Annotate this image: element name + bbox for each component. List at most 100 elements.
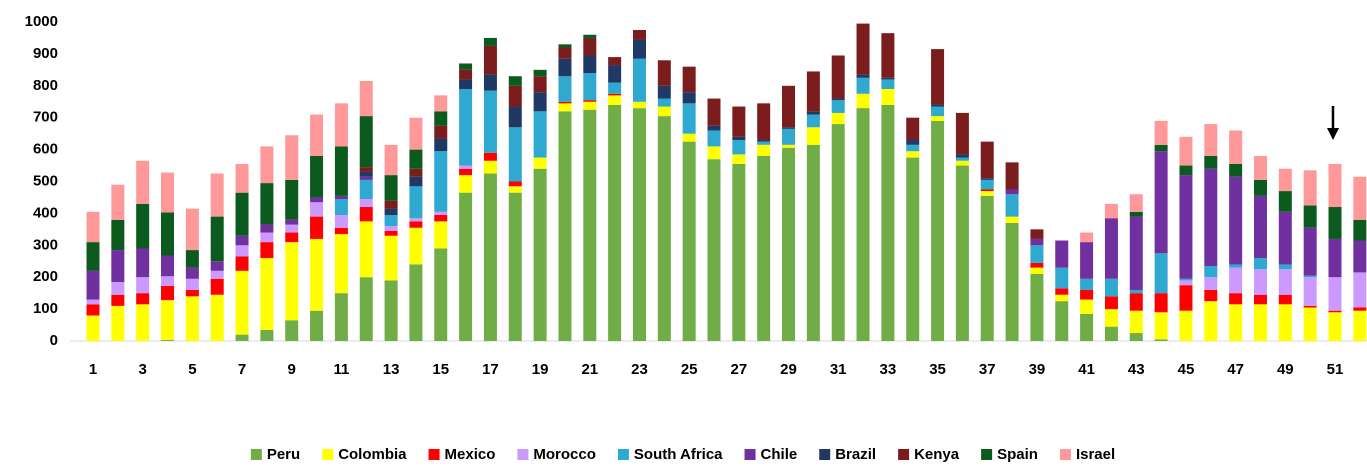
bar-segment	[508, 192, 522, 341]
bar-segment	[161, 285, 175, 301]
bar-segment	[583, 109, 597, 341]
bar-segment	[1253, 304, 1267, 341]
x-tick-label: 19	[532, 361, 549, 378]
bar-segment	[1328, 277, 1342, 311]
bar-segment	[1328, 207, 1342, 239]
bar-segment	[881, 88, 895, 105]
bar-segment	[1154, 312, 1168, 340]
bar-segment	[707, 98, 721, 126]
bar-segment	[1080, 313, 1094, 341]
bar-segment	[1179, 280, 1193, 286]
bar-segment	[806, 144, 820, 341]
bar-segment	[980, 179, 994, 190]
bar-segment	[1328, 310, 1342, 313]
bar-segment	[359, 171, 373, 177]
bar-segment	[533, 92, 547, 112]
bar-segment	[558, 44, 572, 48]
bar-segment	[1328, 163, 1342, 208]
bar-segment	[831, 112, 845, 125]
legend-swatch	[517, 449, 529, 460]
bar-segment	[359, 81, 373, 117]
bar-segment	[260, 232, 274, 243]
bar-segment	[1005, 162, 1019, 190]
bar-segment	[682, 103, 696, 134]
legend-label: Colombia	[338, 446, 407, 463]
bar-segment	[1129, 310, 1143, 334]
bar-segment	[136, 248, 150, 278]
arrow-head	[1327, 128, 1339, 140]
bar-segment	[434, 95, 448, 112]
bar-segment	[1154, 151, 1168, 254]
bar-segment	[931, 120, 945, 341]
bar-segment	[732, 106, 746, 137]
bar-segment	[86, 242, 100, 271]
bar-segment	[409, 186, 423, 219]
bar-segment	[1104, 278, 1118, 297]
bar-segment	[359, 207, 373, 222]
bar-segment	[831, 55, 845, 99]
bar-segment	[906, 140, 920, 145]
bar-segment	[1303, 275, 1317, 278]
bar-segment	[782, 128, 796, 145]
bar-segment	[1253, 179, 1267, 196]
bar-segment	[161, 172, 175, 213]
bar-segment	[757, 140, 771, 142]
bar-segment	[1204, 277, 1218, 290]
bar-segment	[235, 334, 249, 341]
bar-segment	[384, 230, 398, 236]
bar-segment	[1253, 195, 1267, 259]
bar-segment	[459, 165, 473, 169]
bar-segment	[1328, 312, 1342, 341]
bar-segment	[1104, 326, 1118, 341]
bar-segment	[1129, 211, 1143, 217]
x-tick-label: 29	[780, 361, 797, 378]
y-tick-label: 200	[33, 268, 58, 285]
bar-segment	[1080, 299, 1094, 314]
bar-segment	[1030, 262, 1044, 268]
bar-segment	[806, 114, 820, 128]
bar-segment	[583, 37, 597, 56]
bar-segment	[409, 227, 423, 265]
bar-segment	[682, 66, 696, 93]
bar-segment	[310, 114, 324, 156]
bar-segment	[161, 340, 175, 341]
bar-segment	[459, 175, 473, 193]
bar-segment	[608, 95, 622, 105]
bar-segment	[558, 76, 572, 102]
bar-segment	[136, 203, 150, 249]
bar-segment	[235, 245, 249, 257]
bar-segment	[86, 304, 100, 316]
bar-segment	[980, 189, 994, 192]
bar-segment	[1104, 296, 1118, 310]
legend-swatch	[428, 449, 440, 460]
bar-segment	[285, 232, 299, 243]
bar-segment	[235, 192, 249, 236]
bar-segment	[732, 140, 746, 155]
bar-segment	[1030, 229, 1044, 239]
bar-segment	[334, 227, 348, 235]
bar-segment	[1030, 238, 1044, 246]
bar-segment	[260, 183, 274, 225]
bar-segment	[1154, 144, 1168, 152]
bar-segment	[359, 179, 373, 200]
bar-segment	[310, 155, 324, 198]
bar-segment	[235, 256, 249, 271]
bar-segment	[210, 216, 224, 262]
bar-segment	[1129, 194, 1143, 212]
bar-segment	[782, 85, 796, 128]
bar-segment	[533, 111, 547, 158]
bar-segment	[359, 116, 373, 168]
bar-segment	[558, 103, 572, 112]
bar-segment	[384, 214, 398, 227]
bar-segment	[583, 73, 597, 101]
bar-segment	[161, 276, 175, 286]
bar-segment	[285, 135, 299, 180]
bar-segment	[608, 104, 622, 341]
bar-segment	[235, 235, 249, 246]
bar-segment	[1204, 289, 1218, 302]
legend-swatch	[981, 449, 993, 460]
bar-segment	[409, 149, 423, 169]
bar-segment	[980, 191, 994, 196]
bar-segment	[533, 168, 547, 341]
x-tick-label: 47	[1227, 361, 1244, 378]
